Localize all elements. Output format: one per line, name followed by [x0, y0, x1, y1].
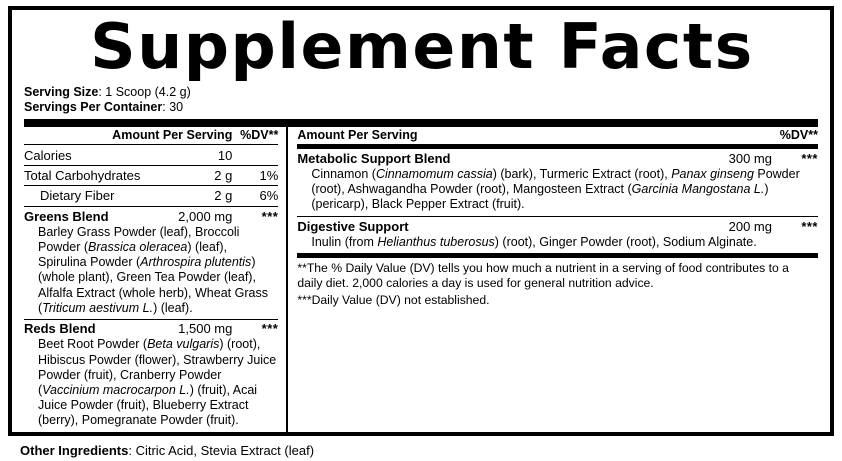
servings-per-container-label: Servings Per Container	[24, 99, 163, 114]
right-dv-header: %DV**	[779, 127, 818, 142]
table-row: Total Carbohydrates 2 g 1%	[24, 165, 278, 185]
nutrient-dv: 6%	[259, 188, 279, 204]
right-amount-per-serving-header: Amount Per Serving	[297, 127, 418, 142]
serving-info: Serving Size: 1 Scoop (4.2 g) Servings P…	[12, 83, 830, 117]
left-amount-per-serving-header: Amount Per Serving	[112, 127, 233, 142]
blend-name: Greens Blend	[24, 208, 109, 224]
title-row: Supplement Facts	[12, 10, 830, 83]
divider-med-greens	[24, 205, 279, 207]
table-row: Dietary Fiber 2 g 6%	[24, 186, 278, 206]
nutrient-name: Dietary Fiber	[40, 188, 115, 204]
nutrient-amount: 2 g	[214, 188, 233, 204]
nutrient-name: Total Carbohydrates	[24, 167, 141, 183]
divider-thin-digestive	[297, 215, 818, 218]
supplement-facts-panel: Supplement Facts Serving Size: 1 Scoop (…	[8, 6, 834, 436]
blend-ingredients-digestive: Inulin (from Helianthus tuberosus) (root…	[311, 235, 757, 250]
blend-header-digestive: Digestive Support 200 mg ***	[297, 217, 818, 235]
column-divider	[286, 126, 289, 433]
serving-size-line: Serving Size: 1 Scoop (4.2 g)	[24, 85, 818, 100]
blend-name: Digestive Support	[297, 219, 409, 235]
blend-header-reds: Reds Blend 1,500 mg ***	[24, 319, 278, 337]
other-ingredients-label: Other Ingredients	[20, 443, 129, 458]
right-column: Amount Per Serving %DV** Metabolic Suppo…	[288, 127, 818, 432]
page-title: Supplement Facts	[90, 9, 754, 83]
serving-size-value: : 1 Scoop (4.2 g)	[98, 85, 191, 100]
divider-med-left-header	[24, 143, 279, 146]
serving-size-label: Serving Size	[24, 85, 99, 100]
blend-name: Metabolic Support Blend	[297, 150, 451, 166]
blend-dv: ***	[261, 321, 279, 337]
blend-ingredients-reds: Beet Root Powder (Beta vulgaris) (root),…	[38, 337, 277, 428]
left-column: Amount Per Serving %DV** Calories 10 Tot…	[24, 127, 286, 433]
right-column-header: Amount Per Serving %DV**	[297, 127, 818, 144]
servings-per-container-line: Servings Per Container: 30	[24, 100, 818, 115]
right-spacer	[297, 308, 818, 432]
table-row: Calories 10	[24, 145, 278, 165]
columns-container: Amount Per Serving %DV** Calories 10 Tot…	[12, 126, 830, 433]
footnote-dv: **The % Daily Value (DV) tells you how m…	[297, 261, 789, 290]
divider-med-right-header	[297, 143, 818, 149]
blend-amount: 1,500 mg	[178, 321, 233, 337]
blend-dv: ***	[261, 208, 279, 224]
blend-dv: ***	[801, 219, 818, 235]
other-ingredients: Other Ingredients: Citric Acid, Stevia E…	[8, 436, 834, 458]
blend-amount: 300 mg	[728, 150, 772, 166]
blend-amount: 200 mg	[728, 219, 772, 235]
nutrient-dv: 1%	[259, 167, 279, 183]
servings-per-container-value: : 30	[162, 99, 184, 114]
left-dv-header: %DV**	[240, 127, 279, 142]
blend-ingredients-greens: Barley Grass Powder (leaf), Broccoli Pow…	[38, 224, 268, 315]
blend-dv: ***	[801, 150, 818, 166]
nutrient-amount: 10	[217, 147, 233, 163]
nutrient-name: Calories	[24, 147, 72, 163]
blend-header-greens: Greens Blend 2,000 mg ***	[24, 207, 278, 225]
left-column-header: Amount Per Serving %DV**	[24, 127, 278, 144]
blend-amount: 2,000 mg	[178, 208, 233, 224]
nutrient-amount: 2 g	[214, 167, 233, 183]
divider-thick-top	[24, 119, 818, 127]
divider-med-footnote	[297, 253, 818, 259]
other-ingredients-value: : Citric Acid, Stevia Extract (leaf)	[128, 443, 315, 458]
blend-name: Reds Blend	[24, 321, 96, 337]
blend-header-metabolic: Metabolic Support Blend 300 mg ***	[297, 149, 818, 167]
footnote-dv-not-established: ***Daily Value (DV) not established.	[297, 293, 490, 308]
blend-ingredients-metabolic: Cinnamon (Cinnamomum cassia) (bark), Tur…	[311, 166, 800, 212]
